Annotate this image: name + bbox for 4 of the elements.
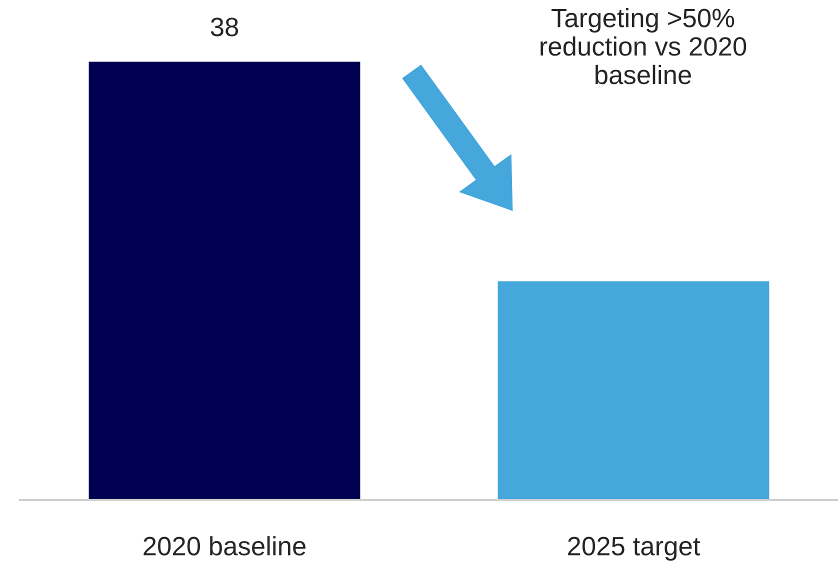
x-tick-label: 2025 target <box>568 536 700 561</box>
annotation: Targeting >50% reduction vs 2020 baseline <box>540 8 746 84</box>
data-label: 38 <box>210 18 238 36</box>
x-tick-label: 2020 baseline <box>144 536 306 556</box>
